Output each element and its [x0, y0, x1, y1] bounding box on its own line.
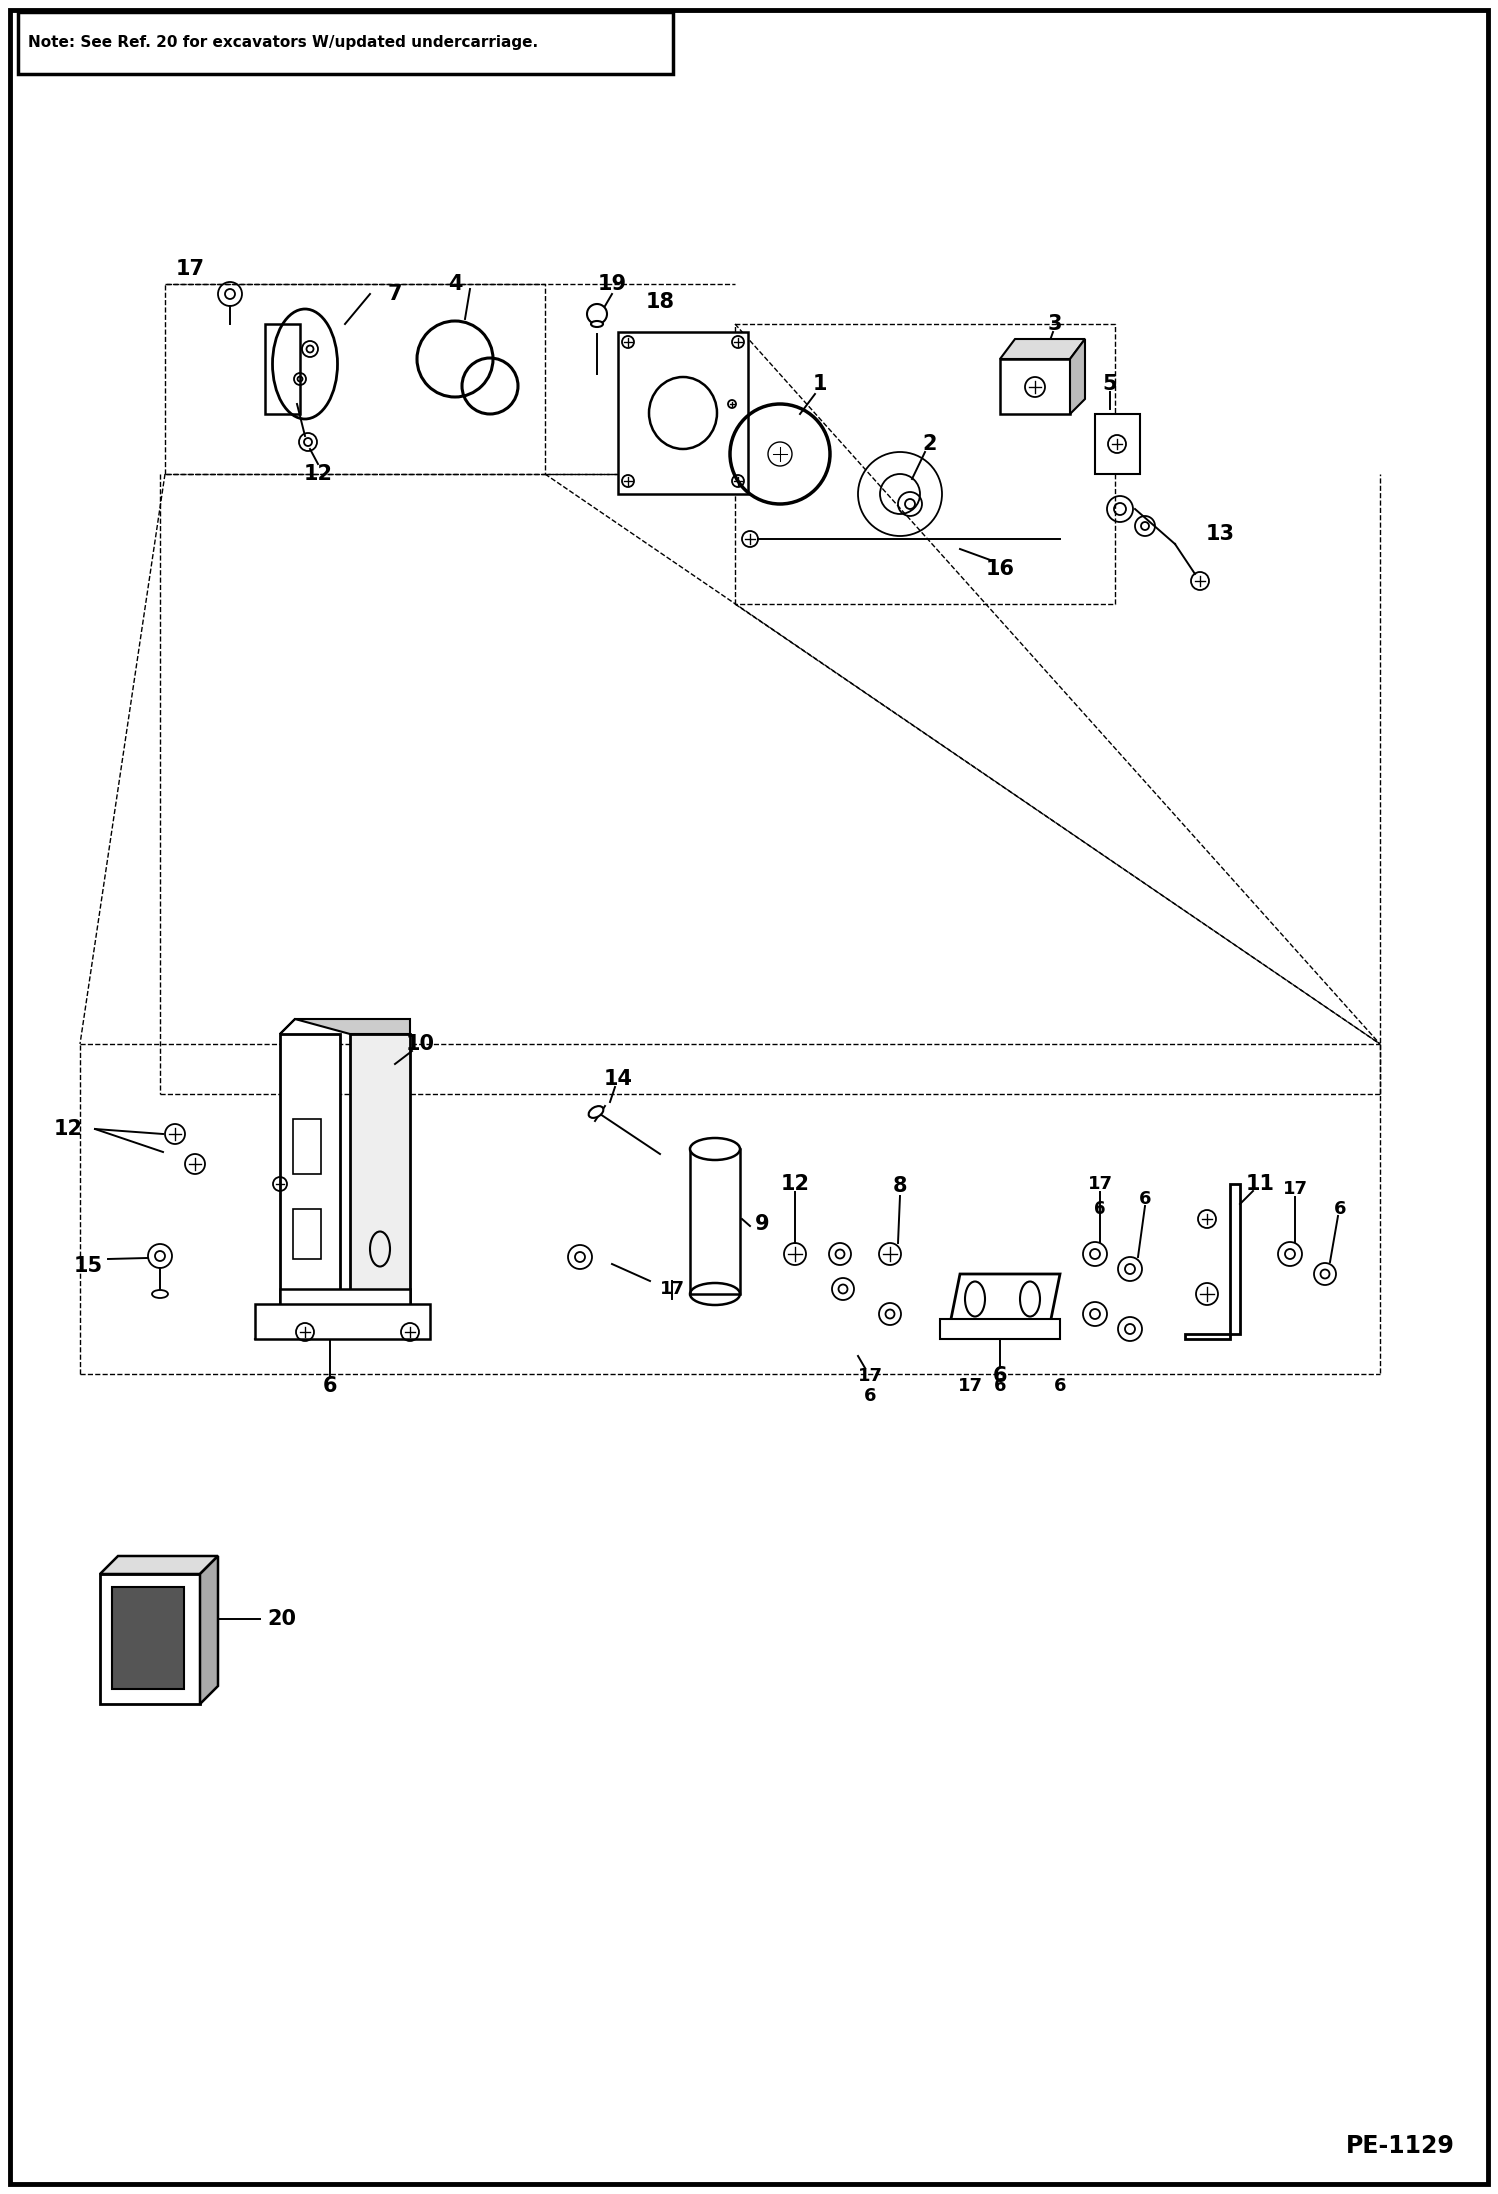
Text: 6: 6: [1053, 1378, 1067, 1395]
Polygon shape: [280, 1018, 410, 1033]
Text: 20: 20: [268, 1608, 297, 1628]
Text: 6: 6: [993, 1378, 1007, 1395]
Text: 17: 17: [659, 1279, 685, 1299]
Text: Note: See Ref. 20 for excavators W/updated undercarriage.: Note: See Ref. 20 for excavators W/updat…: [28, 35, 538, 50]
Bar: [18, 11, 673, 75]
Bar: [255, 1303, 430, 1338]
Text: 6: 6: [1094, 1200, 1106, 1218]
Text: 15: 15: [73, 1255, 102, 1277]
Polygon shape: [100, 1556, 219, 1573]
Bar: [691, 1150, 740, 1294]
Bar: [100, 1573, 201, 1705]
Text: 12: 12: [304, 463, 333, 485]
Circle shape: [587, 305, 607, 325]
Text: 13: 13: [1206, 524, 1234, 544]
Text: 19: 19: [598, 274, 626, 294]
Text: 17: 17: [857, 1367, 882, 1384]
Text: 11: 11: [1245, 1174, 1275, 1194]
Text: 6: 6: [993, 1367, 1007, 1387]
Bar: [112, 1586, 184, 1689]
Text: 8: 8: [893, 1176, 908, 1196]
Polygon shape: [201, 1556, 219, 1705]
Polygon shape: [1070, 340, 1085, 415]
Polygon shape: [1001, 360, 1070, 415]
Text: 3: 3: [1047, 314, 1062, 333]
Bar: [280, 1290, 410, 1314]
Text: 6: 6: [1138, 1189, 1152, 1209]
Bar: [351, 1033, 410, 1314]
Text: PE-1129: PE-1129: [1347, 2135, 1455, 2159]
Ellipse shape: [589, 1106, 604, 1119]
Ellipse shape: [691, 1139, 740, 1161]
Bar: [294, 1209, 321, 1259]
Text: 10: 10: [406, 1033, 434, 1053]
Text: 4: 4: [448, 274, 463, 294]
Text: 1: 1: [813, 373, 827, 395]
Polygon shape: [941, 1319, 1061, 1338]
Text: 17: 17: [957, 1378, 983, 1395]
Text: 16: 16: [986, 559, 1014, 579]
Polygon shape: [1095, 415, 1140, 474]
Text: 6: 6: [322, 1376, 337, 1395]
Text: 12: 12: [780, 1174, 809, 1194]
Text: 6: 6: [864, 1387, 876, 1404]
Text: 7: 7: [388, 283, 403, 305]
Text: 18: 18: [646, 292, 674, 312]
Bar: [280, 1033, 340, 1314]
Text: 6: 6: [1333, 1200, 1347, 1218]
Text: 12: 12: [54, 1119, 82, 1139]
Ellipse shape: [592, 320, 604, 327]
Text: 17: 17: [175, 259, 205, 279]
Polygon shape: [1185, 1185, 1240, 1338]
Text: 14: 14: [604, 1068, 632, 1088]
Polygon shape: [950, 1275, 1061, 1323]
Polygon shape: [1001, 340, 1085, 360]
Text: 5: 5: [1103, 373, 1118, 395]
Ellipse shape: [151, 1290, 168, 1299]
Text: 17: 17: [1088, 1176, 1113, 1194]
Text: 2: 2: [923, 434, 938, 454]
Polygon shape: [619, 331, 748, 494]
Bar: [265, 325, 300, 415]
Bar: [294, 1119, 321, 1174]
Text: 9: 9: [755, 1213, 770, 1233]
Text: 17: 17: [1282, 1180, 1308, 1198]
